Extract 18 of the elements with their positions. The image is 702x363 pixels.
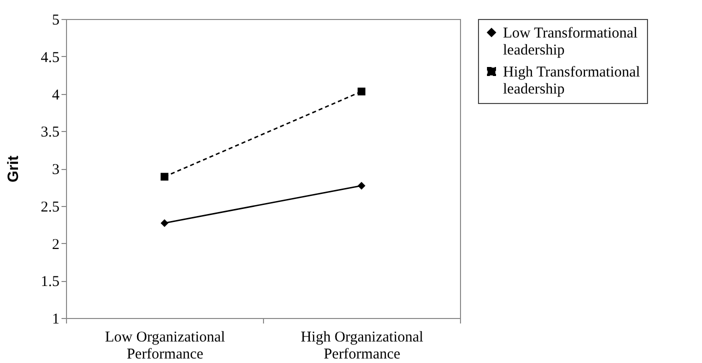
y-tick-label: 1 (52, 312, 60, 328)
y-tick-label: 4.5 (40, 50, 60, 66)
y-tick-label: 2.5 (40, 199, 60, 216)
y-tick-label: 1.5 (40, 274, 60, 290)
y-tick-label: 2 (52, 236, 60, 253)
legend-label: Low Transformational leadership (503, 26, 638, 58)
x-tick-label: High Organizational Performance (300, 330, 424, 362)
y-tick-label: 5 (52, 12, 60, 28)
y-tick-label: 3 (52, 162, 60, 178)
y-tick-label: 3.5 (40, 124, 60, 141)
legend-label: High Transformational leadership (503, 64, 640, 98)
x-tick-label: Low Organizational Performance (104, 330, 226, 362)
y-tick-label: 4 (52, 87, 60, 104)
y-axis-title: Grit (4, 156, 22, 182)
point (160, 172, 168, 181)
point (358, 88, 366, 96)
point (160, 219, 168, 227)
point (358, 182, 366, 190)
